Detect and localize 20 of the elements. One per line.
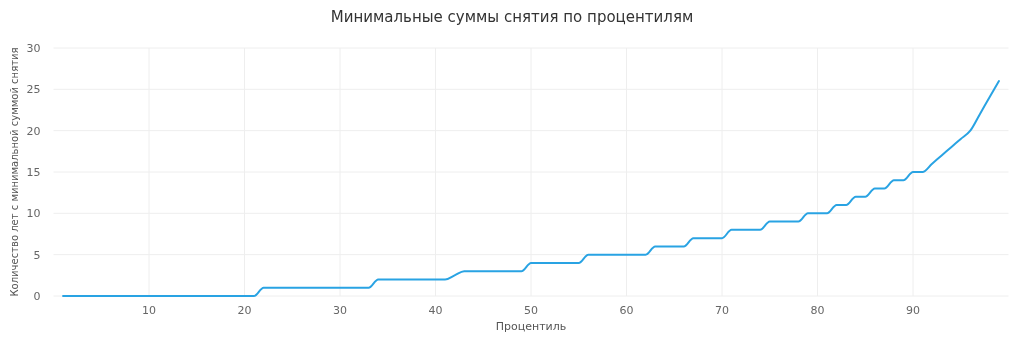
y-tick-label: 30 [26, 41, 41, 55]
y-tick-label: 0 [33, 289, 41, 303]
y-tick-label: 10 [26, 207, 41, 221]
x-tick-label: 80 [810, 304, 825, 317]
x-axis-title: Процентиль [495, 320, 567, 333]
y-tick-label: 15 [26, 165, 41, 179]
x-tick-label: 20 [237, 304, 252, 317]
x-tick-label: 40 [428, 304, 443, 317]
y-axis-title: Количество лет с минимальной суммой снятия [9, 47, 20, 297]
x-tick-label: 30 [333, 304, 347, 317]
x-tick-label: 10 [142, 304, 156, 317]
chart-title: Минимальные суммы снятия по процентилям [330, 8, 694, 26]
y-tick-label: 25 [26, 83, 41, 97]
x-tick-label: 70 [715, 304, 729, 317]
line-series [62, 80, 1000, 297]
x-tick-label: 90 [906, 304, 920, 317]
x-tick-label: 60 [619, 304, 634, 317]
y-tick-label: 5 [33, 248, 41, 262]
y-tick-label: 20 [26, 124, 41, 138]
x-tick-label: 50 [524, 304, 538, 317]
